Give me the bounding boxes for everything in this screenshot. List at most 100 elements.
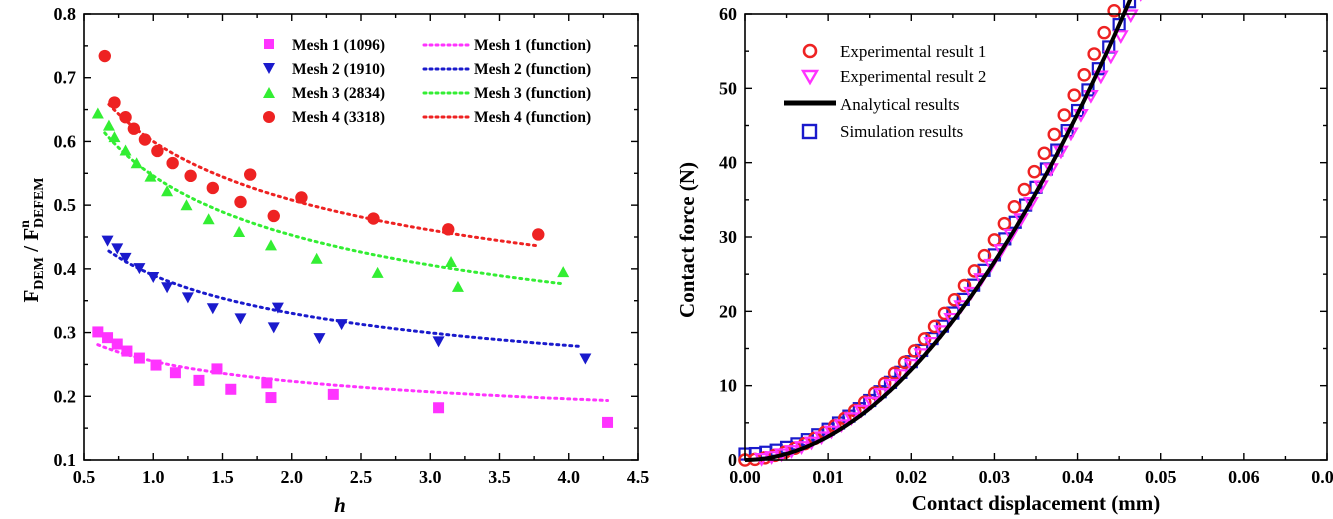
legend-item-mesh4: Mesh 4 (3318) Mesh 4 (function)	[263, 109, 591, 126]
point-mesh4	[166, 156, 179, 170]
fit-line-mesh3	[103, 131, 567, 286]
point-mesh2	[234, 313, 247, 325]
point-mesh1	[102, 332, 114, 344]
right-legend: Experimental result 1 Experimental resul…	[784, 42, 986, 141]
point-mesh1	[111, 338, 123, 350]
point-simulation	[1112, 18, 1126, 32]
right-y-tick-label: 50	[719, 78, 737, 98]
point-mesh3	[102, 119, 115, 131]
point-mesh3	[91, 107, 104, 119]
point-mesh1	[261, 377, 273, 389]
point-mesh4	[138, 133, 152, 146]
left-plot-frame	[83, 13, 639, 461]
point-mesh4	[184, 169, 197, 183]
legend-item-experimental-2: Experimental result 2	[800, 67, 986, 86]
left-plot-marks	[91, 49, 614, 428]
point-experimental-1	[1007, 200, 1022, 214]
right-y-tick-label: 10	[719, 376, 737, 396]
right-x-axis-title: Contact displacement (mm)	[912, 491, 1160, 515]
right-x-tick-label: 0.03	[979, 467, 1011, 487]
point-experimental-1	[907, 344, 922, 358]
point-mesh3	[264, 239, 277, 251]
legend-item-analytical: Analytical results	[784, 95, 959, 114]
right-y-tick-label: 60	[719, 4, 737, 24]
point-mesh1	[169, 367, 181, 379]
left-y-tick-label: 0.5	[54, 195, 77, 215]
left-y-tick-label: 0.2	[54, 386, 77, 406]
right-x-tick-label: 0.06	[1228, 467, 1260, 487]
point-mesh2	[206, 303, 219, 315]
point-mesh4	[267, 209, 280, 223]
point-mesh2	[579, 353, 592, 365]
point-mesh4	[442, 223, 455, 236]
point-mesh4	[206, 181, 220, 195]
point-mesh2	[133, 263, 146, 275]
point-mesh4	[119, 111, 132, 124]
legend-marker-experimental-1	[802, 43, 818, 59]
legend-label-analytical: Analytical results	[840, 95, 959, 114]
legend-item-experimental-1: Experimental result 1	[802, 42, 986, 61]
legend-label-mesh1: Mesh 1 (1096)	[292, 37, 385, 54]
point-mesh4	[127, 122, 141, 135]
left-y-tick-label: 0.1	[54, 450, 77, 470]
point-experimental-2	[1122, 9, 1139, 24]
legend-item-mesh1: Mesh 1 (1096) Mesh 1 (function)	[264, 37, 591, 54]
left-y-tick-label: 0.3	[54, 323, 77, 343]
point-experimental-1	[1027, 164, 1042, 179]
point-experimental-1	[1097, 25, 1111, 40]
right-x-tick-label: 0.00	[729, 467, 761, 487]
point-experimental-1	[947, 292, 962, 307]
point-experimental-1	[957, 278, 972, 293]
legend-fit-label-mesh2: Mesh 2 (function)	[474, 61, 591, 78]
legend-marker-experimental-2	[800, 69, 820, 86]
right-y-tick-label: 30	[719, 227, 737, 247]
point-mesh4	[295, 191, 308, 204]
point-mesh1	[433, 402, 445, 414]
point-experimental-1	[857, 395, 872, 409]
left-y-tick-label: 0.8	[54, 4, 77, 24]
point-mesh4	[108, 96, 121, 109]
legend-marker-mesh1	[264, 39, 274, 49]
analytical-curve	[744, 0, 1133, 462]
legend-item-mesh2: Mesh 2 (1910) Mesh 2 (function)	[263, 61, 591, 78]
left-x-axis-title: h	[334, 493, 346, 517]
legend-label-mesh3: Mesh 3 (2834)	[292, 85, 385, 102]
point-experimental-1	[1087, 47, 1101, 61]
left-legend: Mesh 1 (1096) Mesh 1 (function) Mesh 2 (…	[263, 37, 591, 126]
fit-line-mesh1	[96, 343, 609, 402]
point-experimental-1	[997, 216, 1012, 231]
point-mesh1	[150, 359, 162, 371]
point-mesh3	[451, 280, 464, 292]
left-x-tick-label: 4.0	[558, 467, 581, 487]
point-mesh4	[367, 212, 380, 225]
left-ticks: 0.5 1.0 1.5 2.0 2.5 3.0 3.5 4.0 4.5 0.1 0.2 0.3 0.4 0…	[54, 4, 650, 487]
left-x-tick-label: 1.0	[142, 467, 165, 487]
legend-marker-simulation	[801, 123, 818, 140]
left-x-tick-label: 2.5	[350, 467, 373, 487]
point-experimental-1	[897, 355, 912, 370]
point-mesh2	[181, 292, 194, 304]
point-experimental-2	[1112, 30, 1129, 45]
left-y-tick-label: 0.4	[54, 259, 77, 279]
point-mesh1	[602, 416, 614, 428]
left-x-tick-label: 3.0	[419, 467, 442, 487]
right-y-tick-label: 0	[728, 450, 737, 470]
point-simulation	[1122, 0, 1137, 9]
point-experimental-1	[1057, 108, 1072, 122]
point-experimental-1	[1077, 68, 1092, 82]
legend-item-simulation: Simulation results	[801, 122, 963, 141]
right-y-tick-label: 20	[719, 301, 737, 321]
legend-marker-mesh4	[263, 111, 275, 123]
point-mesh1	[225, 383, 237, 395]
point-experimental-1	[887, 366, 902, 380]
point-mesh3	[371, 266, 384, 278]
point-experimental-1	[1107, 3, 1121, 18]
legend-fit-label-mesh1: Mesh 1 (function)	[474, 37, 591, 54]
point-mesh2	[335, 319, 348, 331]
right-x-tick-label: 0.04	[1062, 467, 1094, 487]
point-mesh1	[193, 374, 205, 386]
right-plot-frame	[744, 13, 1328, 461]
point-mesh4	[234, 195, 247, 209]
legend-label-simulation: Simulation results	[840, 122, 963, 141]
